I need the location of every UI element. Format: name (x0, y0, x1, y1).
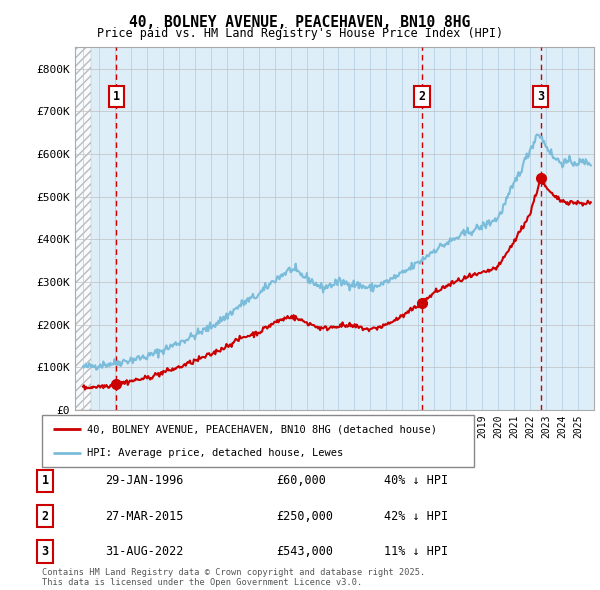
Text: Contains HM Land Registry data © Crown copyright and database right 2025.
This d: Contains HM Land Registry data © Crown c… (42, 568, 425, 587)
Text: 27-MAR-2015: 27-MAR-2015 (105, 510, 184, 523)
Text: 3: 3 (537, 90, 544, 103)
Text: 3: 3 (41, 545, 49, 558)
Text: 2: 2 (41, 510, 49, 523)
Text: 40, BOLNEY AVENUE, PEACEHAVEN, BN10 8HG (detached house): 40, BOLNEY AVENUE, PEACEHAVEN, BN10 8HG … (88, 424, 437, 434)
Text: Price paid vs. HM Land Registry's House Price Index (HPI): Price paid vs. HM Land Registry's House … (97, 27, 503, 40)
Text: 40% ↓ HPI: 40% ↓ HPI (384, 474, 448, 487)
Text: 42% ↓ HPI: 42% ↓ HPI (384, 510, 448, 523)
Text: 1: 1 (113, 90, 120, 103)
Text: £60,000: £60,000 (276, 474, 326, 487)
Text: £250,000: £250,000 (276, 510, 333, 523)
Text: 31-AUG-2022: 31-AUG-2022 (105, 545, 184, 558)
Bar (75, 47, 91, 410)
Text: 11% ↓ HPI: 11% ↓ HPI (384, 545, 448, 558)
Text: HPI: Average price, detached house, Lewes: HPI: Average price, detached house, Lewe… (88, 448, 344, 458)
Text: 1: 1 (41, 474, 49, 487)
Text: £543,000: £543,000 (276, 545, 333, 558)
Text: 29-JAN-1996: 29-JAN-1996 (105, 474, 184, 487)
Text: 2: 2 (418, 90, 425, 103)
Text: 40, BOLNEY AVENUE, PEACEHAVEN, BN10 8HG: 40, BOLNEY AVENUE, PEACEHAVEN, BN10 8HG (130, 15, 470, 30)
